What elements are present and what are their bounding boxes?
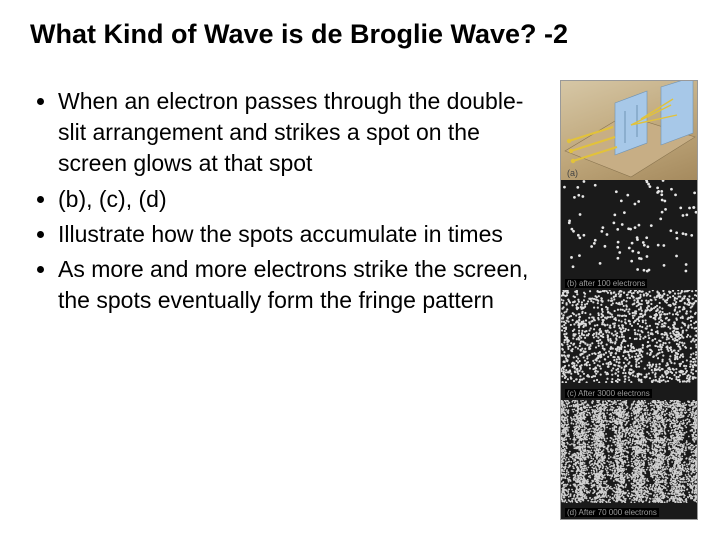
bullet-item: (b), (c), (d) xyxy=(58,184,548,215)
panel-a-caption: (a) xyxy=(567,168,578,178)
electron-dots-icon xyxy=(561,400,697,502)
double-slit-schematic-icon xyxy=(561,81,698,180)
bullet-item: As more and more electrons strike the sc… xyxy=(58,254,548,316)
slide: What Kind of Wave is de Broglie Wave? -2… xyxy=(0,0,720,540)
electron-dots-icon xyxy=(561,290,697,383)
figure-panel-d: (d) After 70 000 electrons xyxy=(560,400,698,520)
electron-dots-icon xyxy=(561,180,697,273)
bullet-list: When an electron passes through the doub… xyxy=(30,80,548,319)
panel-d-caption: (d) After 70 000 electrons xyxy=(565,508,659,517)
figure-column: (a) (b) after 100 electrons (c) After 30… xyxy=(560,80,698,520)
figure-panel-b: (b) after 100 electrons xyxy=(560,180,698,290)
panel-b-caption: (b) after 100 electrons xyxy=(565,279,647,288)
bullet-item: Illustrate how the spots accumulate in t… xyxy=(58,219,548,250)
figure-panel-c: (c) After 3000 electrons xyxy=(560,290,698,400)
figure-panel-a: (a) xyxy=(560,80,698,180)
body-row: When an electron passes through the doub… xyxy=(30,80,698,520)
slide-title: What Kind of Wave is de Broglie Wave? -2 xyxy=(30,18,698,50)
panel-c-caption: (c) After 3000 electrons xyxy=(565,389,652,398)
bullet-item: When an electron passes through the doub… xyxy=(58,86,548,179)
